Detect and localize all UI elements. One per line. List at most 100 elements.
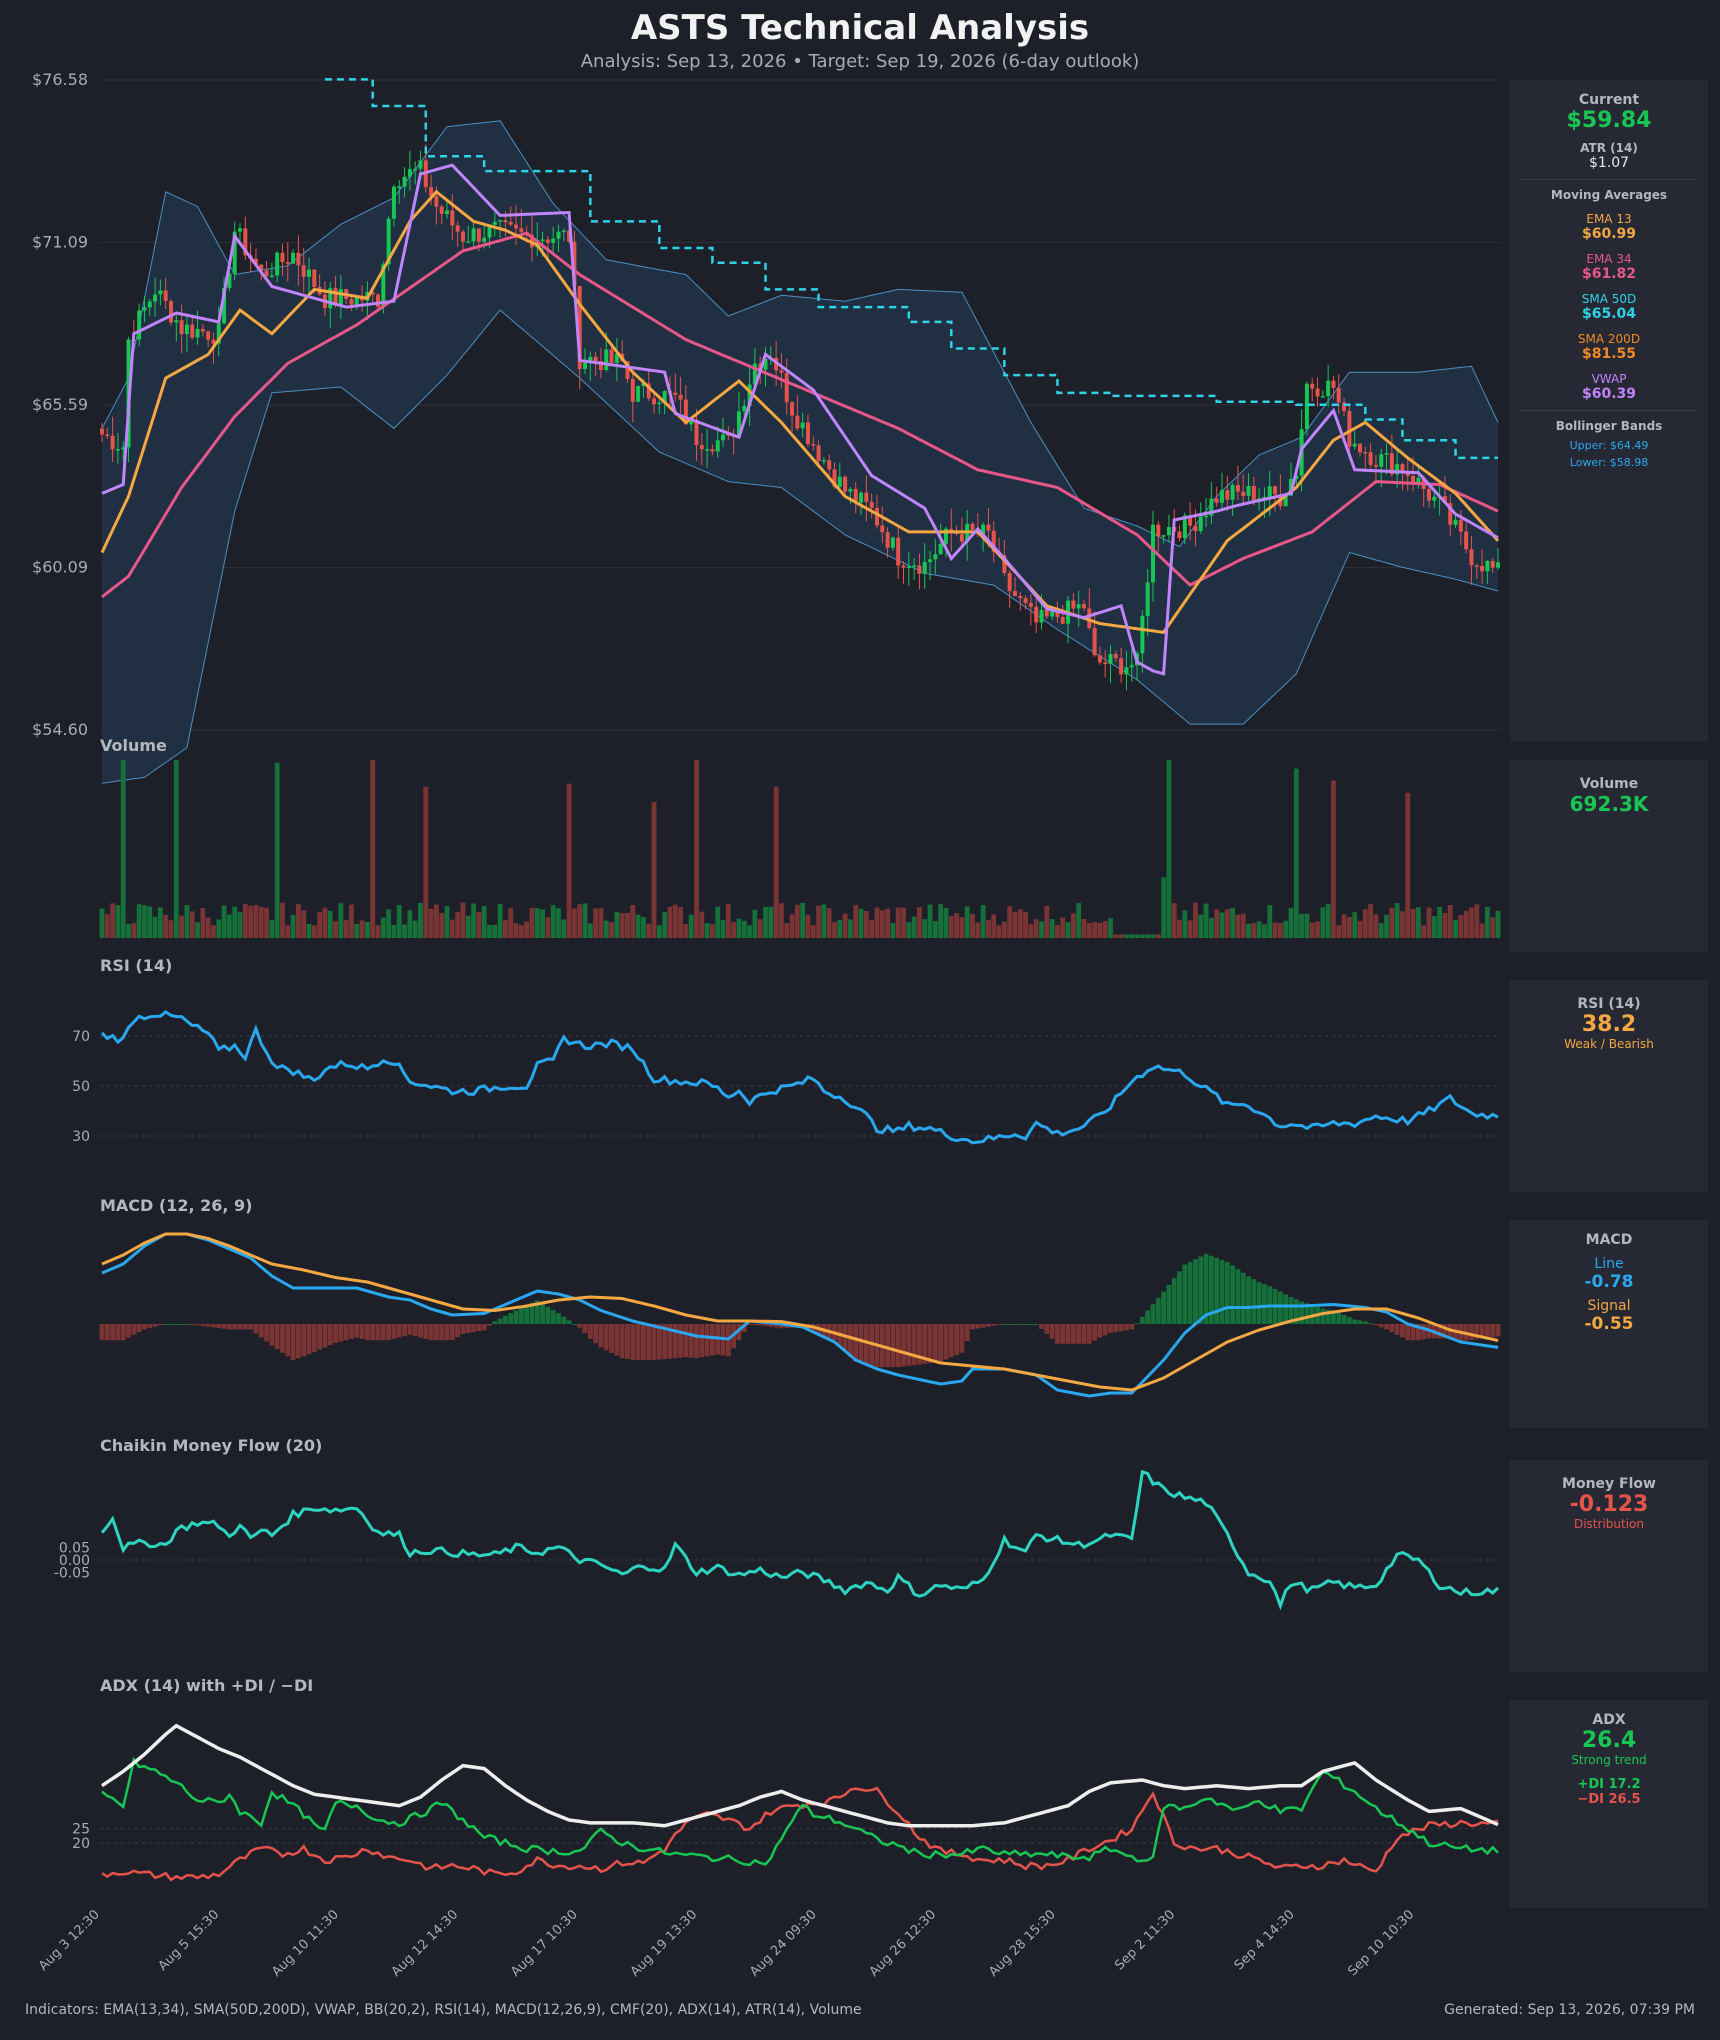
candle-body bbox=[137, 310, 142, 340]
volume-bar bbox=[1070, 913, 1076, 938]
candle-body bbox=[142, 307, 147, 311]
volume-bar bbox=[264, 907, 269, 938]
volume-bar bbox=[959, 917, 965, 938]
macd-histogram-bar bbox=[1097, 1324, 1103, 1338]
volume-bar bbox=[1187, 920, 1193, 938]
volume-bar bbox=[402, 924, 407, 938]
volume-bar bbox=[890, 923, 896, 938]
candle-body bbox=[705, 449, 710, 451]
candle-body bbox=[222, 288, 227, 324]
candle-body bbox=[561, 230, 566, 233]
macd-histogram-bar bbox=[556, 1313, 561, 1324]
candle-body bbox=[1012, 591, 1017, 596]
candle-body bbox=[487, 224, 492, 238]
candle-body bbox=[1150, 524, 1155, 583]
macd-histogram-bar bbox=[1139, 1316, 1145, 1324]
macd-histogram-bar bbox=[1304, 1303, 1310, 1324]
candle-body bbox=[1310, 383, 1315, 389]
volume-bar bbox=[179, 915, 185, 938]
macd-histogram-bar bbox=[471, 1324, 476, 1333]
volume-bar bbox=[858, 909, 864, 938]
macd-histogram-bar bbox=[996, 1324, 1002, 1325]
candle-body bbox=[917, 565, 922, 574]
macd-histogram-bar bbox=[980, 1324, 986, 1328]
adx-state: Strong trend bbox=[1571, 1753, 1647, 1767]
candle-body bbox=[460, 231, 465, 242]
rsi-value: 38.2 bbox=[1581, 1012, 1637, 1037]
macd-histogram-bar bbox=[481, 1324, 487, 1331]
macd-histogram-bar bbox=[221, 1324, 227, 1329]
rsi-label: RSI (14) bbox=[1577, 996, 1641, 1012]
candle-body bbox=[253, 258, 258, 265]
candle-body bbox=[747, 384, 752, 406]
volume-bar bbox=[327, 910, 333, 938]
macd-histogram-bar bbox=[1028, 1324, 1034, 1325]
macd-histogram-bar bbox=[1113, 1324, 1119, 1333]
macd-histogram-bar bbox=[1251, 1279, 1257, 1324]
candle-body bbox=[1039, 609, 1044, 623]
volume-bar bbox=[439, 913, 445, 938]
candle-body bbox=[604, 349, 609, 371]
candle-body bbox=[482, 237, 487, 242]
volume-bar bbox=[720, 919, 726, 938]
sma200-value: $81.55 bbox=[1581, 346, 1637, 362]
candle-body bbox=[169, 301, 174, 323]
macd-histogram-bar bbox=[1033, 1324, 1039, 1325]
candle-body bbox=[1241, 491, 1246, 496]
candle-body bbox=[1198, 516, 1203, 532]
volume-bar bbox=[269, 920, 275, 938]
candle-body bbox=[211, 339, 216, 344]
candle-body bbox=[476, 228, 481, 242]
volume-bar bbox=[120, 760, 126, 938]
volume-bar bbox=[662, 912, 668, 938]
candle-body bbox=[307, 269, 312, 277]
macd-histogram-bar bbox=[179, 1324, 185, 1325]
bb-label: Bollinger Bands bbox=[1555, 419, 1663, 433]
volume-bar bbox=[189, 911, 195, 938]
candle-body bbox=[354, 295, 359, 305]
generated-timestamp: Generated: Sep 13, 2026, 07:39 PM bbox=[1444, 2002, 1695, 2018]
macd-histogram-bar bbox=[258, 1324, 264, 1338]
macd-histogram-bar bbox=[1384, 1324, 1389, 1330]
volume-bar bbox=[391, 925, 397, 938]
volume-bar bbox=[763, 906, 768, 938]
candle-body bbox=[933, 554, 938, 560]
candle-body bbox=[312, 269, 317, 287]
candle-body bbox=[1209, 498, 1214, 516]
candle-body bbox=[1055, 609, 1060, 618]
candle-body bbox=[1246, 486, 1251, 496]
ema34-value: $61.82 bbox=[1581, 266, 1637, 282]
macd-histogram-bar bbox=[1405, 1324, 1411, 1341]
macd-label: MACD bbox=[1585, 1232, 1633, 1248]
macd-histogram-bar bbox=[131, 1324, 137, 1335]
candle-body bbox=[1331, 380, 1336, 388]
volume-bar bbox=[656, 925, 662, 938]
macd-histogram-bar bbox=[577, 1324, 583, 1328]
candle-body bbox=[1400, 464, 1405, 473]
candle-body bbox=[577, 285, 582, 370]
candle-body bbox=[1363, 452, 1368, 454]
candle-body bbox=[200, 328, 205, 332]
macd-histogram-bar bbox=[954, 1324, 959, 1356]
rsi-tick-label: 70 bbox=[72, 1029, 90, 1045]
volume-bar bbox=[1336, 925, 1342, 938]
money-flow-card: Money Flow -0.123 Distribution bbox=[1510, 1460, 1708, 1672]
volume-bar bbox=[205, 917, 211, 938]
macd-histogram-bar bbox=[741, 1324, 747, 1333]
macd-histogram-bar bbox=[1055, 1324, 1060, 1344]
candle-body bbox=[492, 221, 497, 225]
candle-body bbox=[1315, 388, 1320, 397]
candle-body bbox=[625, 361, 630, 379]
candle-body bbox=[906, 566, 911, 568]
volume-bar bbox=[1097, 922, 1103, 938]
macd-histogram-bar bbox=[455, 1324, 461, 1338]
macd-histogram-bar bbox=[189, 1324, 195, 1325]
candle-body bbox=[455, 225, 460, 232]
macd-histogram-bar bbox=[147, 1324, 153, 1329]
volume-bar bbox=[986, 920, 991, 938]
candle-body bbox=[216, 323, 221, 344]
candle-body bbox=[402, 176, 407, 187]
volume-bar bbox=[1262, 924, 1267, 938]
candle-body bbox=[721, 434, 726, 441]
vwap-value: $60.39 bbox=[1581, 386, 1637, 402]
